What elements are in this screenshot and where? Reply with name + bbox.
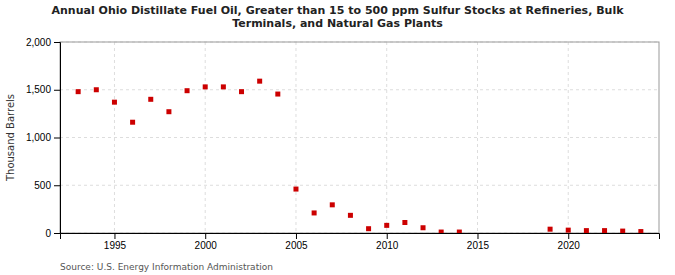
- x-axis-tick: 1995: [104, 233, 127, 251]
- point: [330, 202, 335, 207]
- point: [402, 220, 407, 225]
- y-axis-tick-mark: [54, 90, 60, 91]
- y-axis-tick: 1,500: [26, 84, 60, 95]
- x-axis-tick-label: 2020: [558, 240, 581, 251]
- point: [457, 230, 462, 233]
- grid-line-x: [386, 42, 387, 233]
- x-axis-tick: 2015: [467, 233, 490, 251]
- y-axis-tick-mark: [54, 185, 60, 186]
- x-axis-tick-label: 2000: [195, 240, 218, 251]
- chart-svg: Annual Ohio Distillate Fuel Oil, Greater…: [0, 0, 675, 275]
- x-axis-tick-mark: [114, 233, 115, 239]
- point: [221, 84, 226, 89]
- y-axis-tick: 0: [45, 228, 60, 239]
- point: [76, 89, 81, 94]
- grid-line-y: [60, 185, 659, 186]
- y-axis-tick-mark: [54, 138, 60, 139]
- x-axis-tick-label: 1995: [104, 240, 127, 251]
- y-axis-tick: 1,000: [26, 132, 60, 143]
- x-axis-tick: 2000: [195, 233, 218, 251]
- point: [312, 210, 317, 215]
- x-axis-tick-mark: [568, 233, 569, 239]
- chart-title: Annual Ohio Distillate Fuel Oil, Greater…: [52, 4, 625, 30]
- x-axis-tick-label: 2005: [285, 240, 308, 251]
- grid-line-x: [205, 42, 206, 233]
- plot-frame: [60, 42, 659, 233]
- point: [439, 230, 444, 233]
- point: [566, 228, 571, 233]
- point: [239, 89, 244, 94]
- chart-container: Annual Ohio Distillate Fuel Oil, Greater…: [0, 0, 675, 275]
- x-axis-tick: 2010: [376, 233, 399, 251]
- point: [112, 100, 117, 105]
- chart-title-line: Annual Ohio Distillate Fuel Oil, Greater…: [52, 4, 625, 17]
- y-axis-tick-label: 1,500: [26, 84, 51, 95]
- grid-line-x: [295, 42, 296, 233]
- points: [76, 79, 644, 233]
- y-axis-tick-label: 2,000: [26, 37, 51, 48]
- point: [602, 228, 607, 233]
- x-axis-line: [61, 234, 660, 240]
- y-axis-tick: 500: [34, 180, 60, 191]
- point: [257, 79, 262, 84]
- point: [548, 227, 553, 232]
- y-axis-tick-mark: [54, 233, 60, 234]
- point: [148, 97, 153, 102]
- point: [185, 88, 190, 93]
- point: [384, 223, 389, 228]
- grid-line-x: [114, 42, 115, 233]
- y-axis-tick-mark: [54, 42, 60, 43]
- grid: [60, 42, 659, 233]
- point: [166, 109, 171, 114]
- point: [130, 120, 135, 125]
- point: [275, 92, 280, 97]
- chart-title-line: Terminals, and Natural Gas Plants: [232, 17, 443, 30]
- x-axis-tick: 2005: [285, 233, 308, 251]
- point: [366, 226, 371, 231]
- x-axis: 1995 2000 2005 2010 2015 2020: [61, 233, 660, 251]
- point: [421, 225, 426, 230]
- plot-area: 1995 2000 2005 2010 2015 2020 0 500 1,000 1,500 2,…: [26, 37, 660, 251]
- x-axis-tick-mark: [387, 233, 388, 239]
- x-axis-tick-label: 2010: [376, 240, 399, 251]
- source-note: Source: U.S. Energy Information Administ…: [60, 262, 273, 272]
- y-axis-tick: 2,000: [26, 37, 60, 48]
- x-axis-tick-mark: [296, 233, 297, 239]
- y-axis-title: Thousand Barrels: [5, 94, 16, 182]
- point: [638, 229, 643, 233]
- point: [94, 87, 99, 92]
- x-axis-tick-mark: [205, 233, 206, 239]
- y-axis-tick-label: 500: [34, 180, 51, 191]
- point: [620, 229, 625, 233]
- point: [584, 228, 589, 233]
- y-axis-tick-label: 1,000: [26, 132, 51, 143]
- x-axis-tick: 2020: [558, 233, 581, 251]
- grid-line-x: [477, 42, 478, 233]
- y-axis: 0 500 1,000 1,500 2,000: [26, 37, 61, 239]
- grid-line-y: [60, 89, 659, 90]
- point: [203, 84, 208, 89]
- point: [293, 187, 298, 192]
- x-axis-tick-label: 2015: [467, 240, 490, 251]
- x-axis-tick-mark: [477, 233, 478, 239]
- y-axis-line: [54, 43, 61, 234]
- point: [348, 213, 353, 218]
- grid-line-x: [568, 42, 569, 233]
- y-axis-tick-label: 0: [45, 228, 51, 239]
- grid-line-y: [60, 137, 659, 138]
